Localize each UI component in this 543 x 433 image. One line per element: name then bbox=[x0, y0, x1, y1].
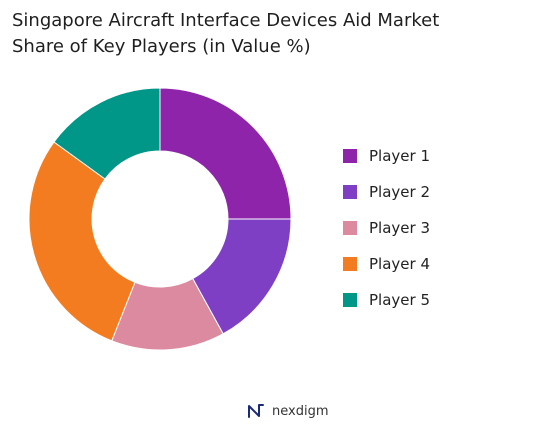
legend-item-player-1: Player 1 bbox=[343, 138, 533, 174]
donut-slices bbox=[28, 87, 292, 351]
legend-swatch-player-1 bbox=[343, 149, 357, 163]
legend-item-player-3: Player 3 bbox=[343, 210, 533, 246]
brand-watermark: nexdigm bbox=[246, 401, 328, 421]
chart-title-line-2: Share of Key Players (in Value %) bbox=[12, 36, 311, 57]
chart-title: Singapore Aircraft Interface Devices Aid… bbox=[12, 8, 532, 60]
chart-legend: Player 1 Player 2 Player 3 Player 4 Play… bbox=[343, 138, 533, 318]
brand-name: nexdigm bbox=[272, 403, 329, 419]
chart-title-line-1: Singapore Aircraft Interface Devices Aid… bbox=[12, 10, 440, 31]
legend-label-player-3: Player 3 bbox=[369, 219, 430, 237]
legend-swatch-player-5 bbox=[343, 293, 357, 307]
donut-slice-player-5 bbox=[53, 87, 161, 180]
nexdigm-logo-icon bbox=[248, 404, 264, 418]
legend-label-player-2: Player 2 bbox=[369, 183, 430, 201]
legend-item-player-4: Player 4 bbox=[343, 246, 533, 282]
donut-slice-player-1 bbox=[159, 87, 292, 220]
donut-slice-player-4 bbox=[28, 141, 136, 342]
legend-label-player-4: Player 4 bbox=[369, 255, 430, 273]
legend-item-player-5: Player 5 bbox=[343, 282, 533, 318]
legend-swatch-player-4 bbox=[343, 257, 357, 271]
legend-swatch-player-3 bbox=[343, 221, 357, 235]
legend-label-player-5: Player 5 bbox=[369, 291, 430, 309]
legend-item-player-2: Player 2 bbox=[343, 174, 533, 210]
legend-swatch-player-2 bbox=[343, 185, 357, 199]
legend-label-player-1: Player 1 bbox=[369, 147, 430, 165]
